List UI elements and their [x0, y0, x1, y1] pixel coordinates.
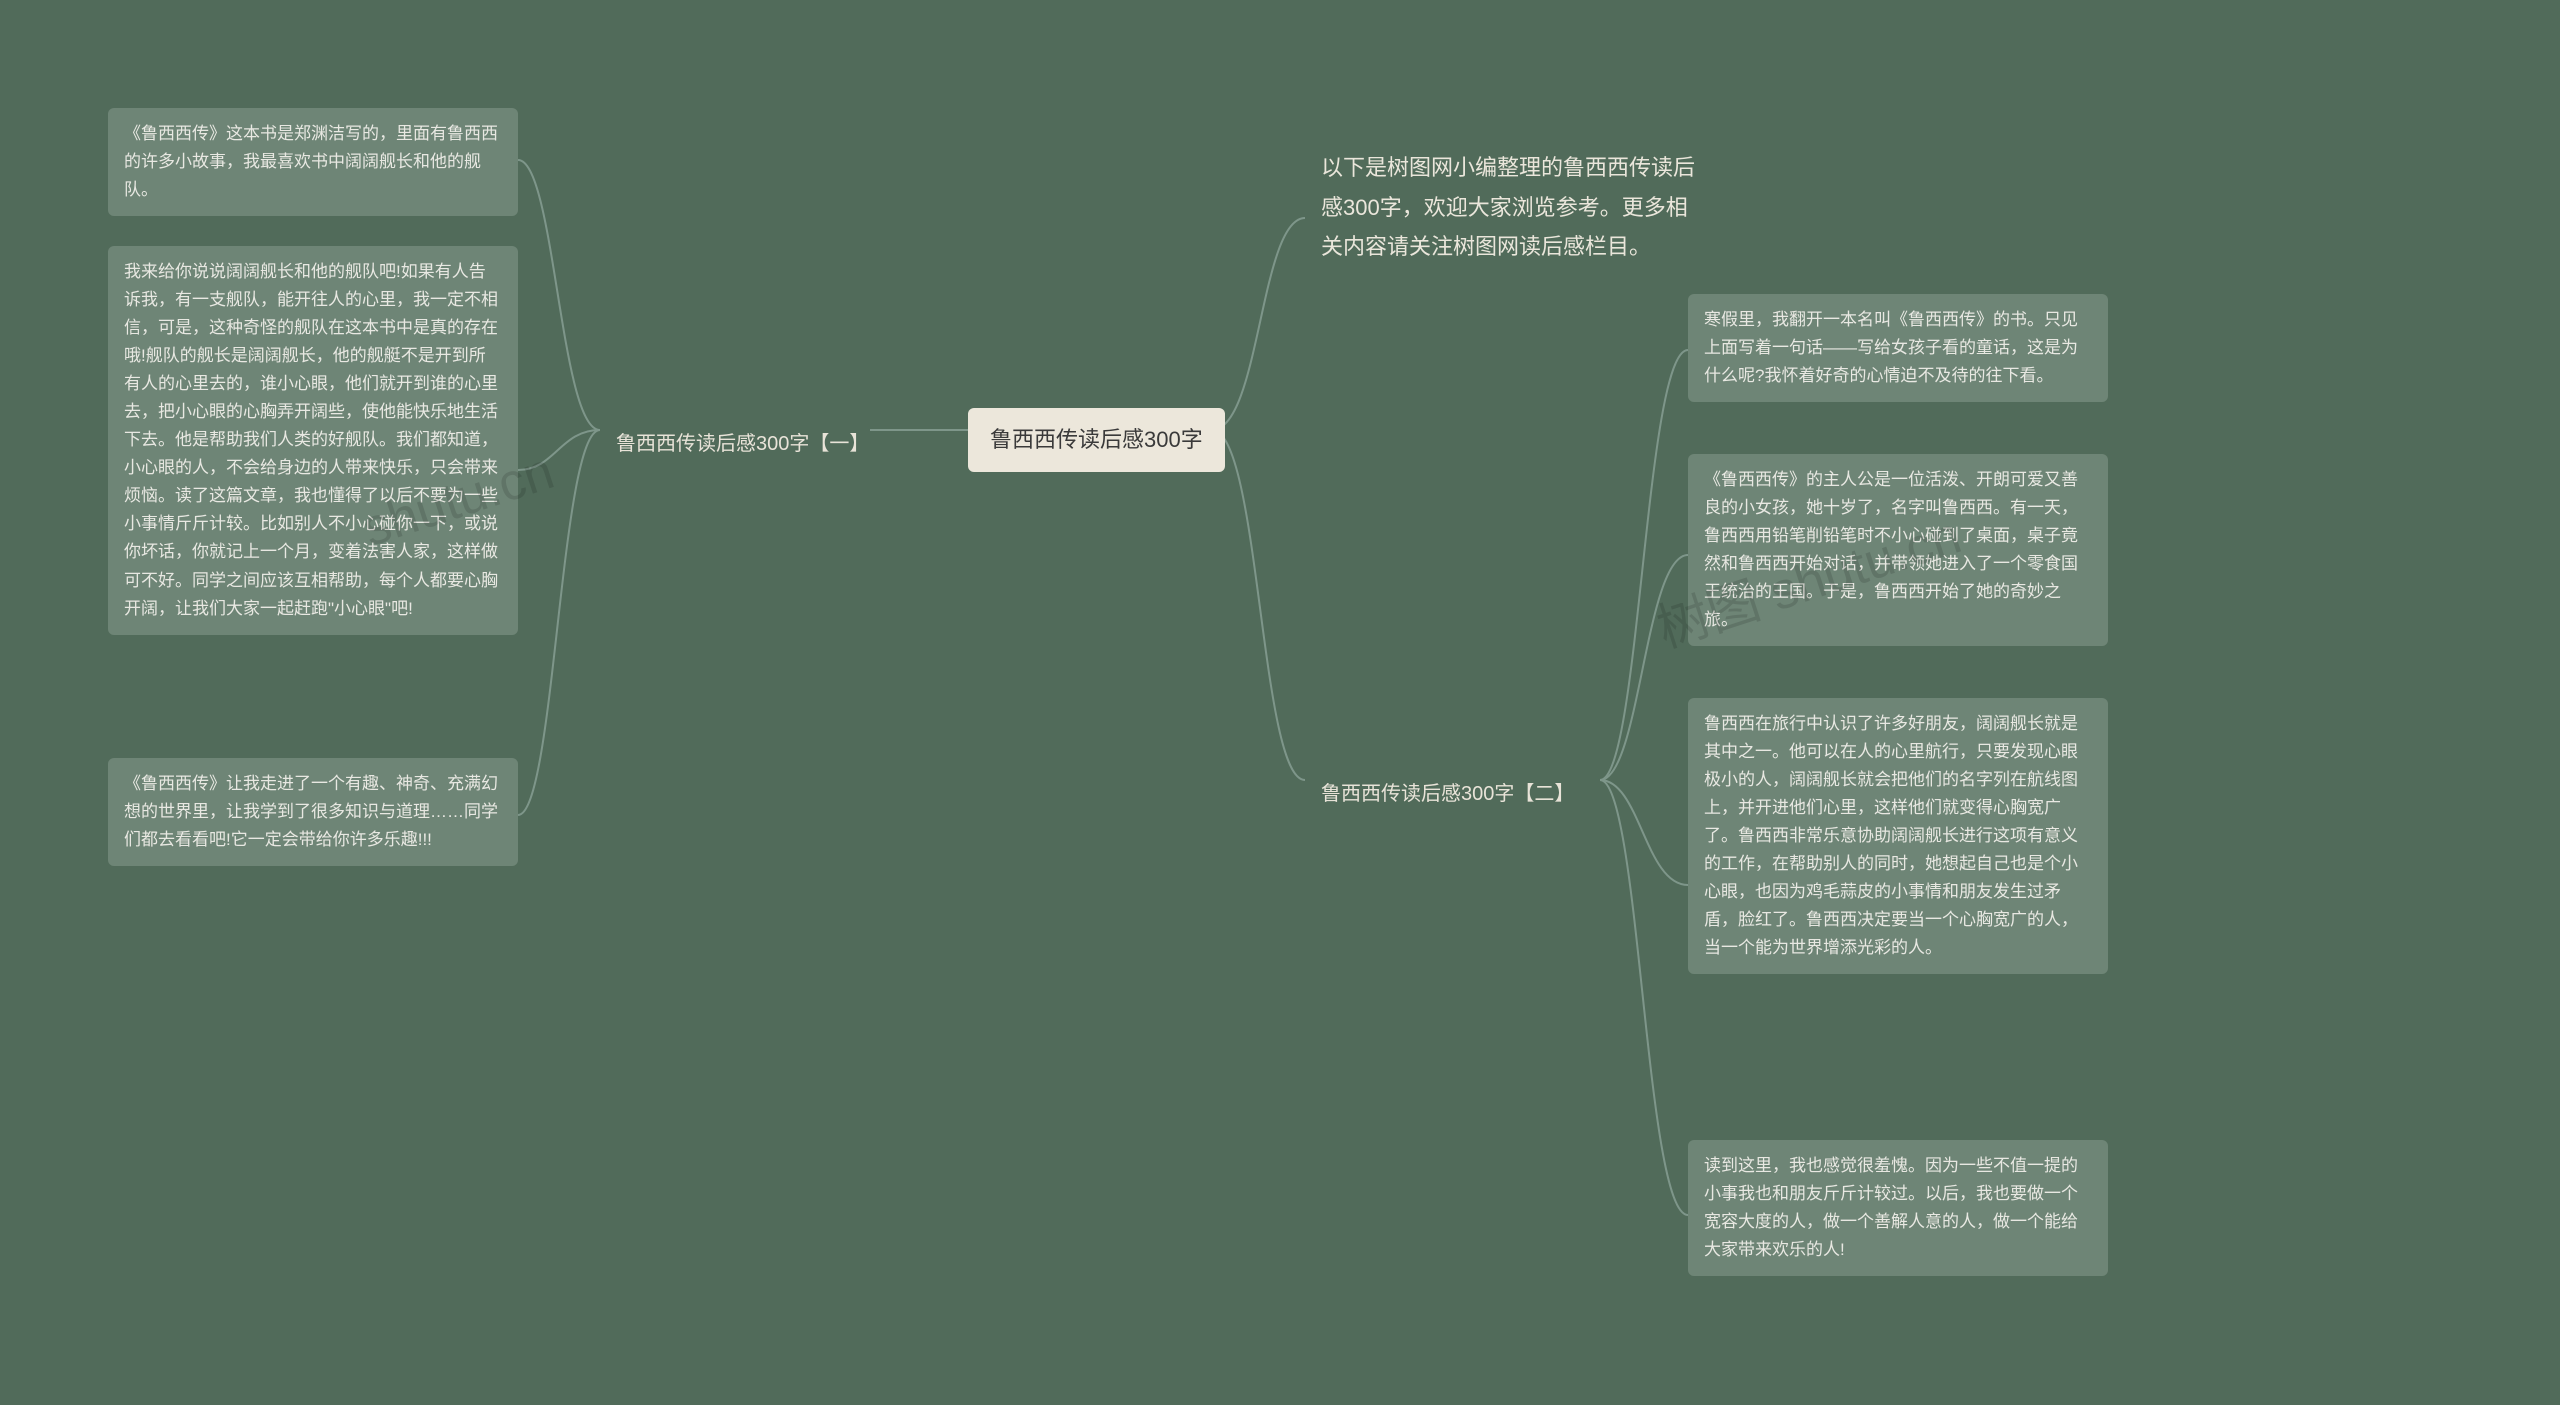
left-leaf-2-text: 我来给你说说阔阔舰长和他的舰队吧!如果有人告诉我，有一支舰队，能开往人的心里，我…	[124, 262, 498, 618]
right-branch-label: 鲁西西传读后感300字【二】	[1321, 783, 1574, 805]
right-leaf-2-text: 《鲁西西传》的主人公是一位活泼、开朗可爱又善良的小女孩，她十岁了，名字叫鲁西西。…	[1704, 470, 2078, 629]
intro-node[interactable]: 以下是树图网小编整理的鲁西西传读后感300字，欢迎大家浏览参考。更多相关内容请关…	[1305, 136, 1725, 279]
left-leaf-1-text: 《鲁西西传》这本书是郑渊洁写的，里面有鲁西西的许多小故事，我最喜欢书中阔阔舰长和…	[124, 124, 498, 199]
right-branch[interactable]: 鲁西西传读后感300字【二】	[1305, 766, 1590, 823]
intro-text: 以下是树图网小编整理的鲁西西传读后感300字，欢迎大家浏览参考。更多相关内容请关…	[1321, 155, 1695, 259]
left-branch[interactable]: 鲁西西传读后感300字【一】	[600, 416, 885, 473]
right-leaf-1-text: 寒假里，我翻开一本名叫《鲁西西传》的书。只见上面写着一句话——写给女孩子看的童话…	[1704, 310, 2078, 385]
right-leaf-4[interactable]: 读到这里，我也感觉很羞愧。因为一些不值一提的小事我也和朋友斤斤计较过。以后，我也…	[1688, 1140, 2108, 1276]
right-leaf-2[interactable]: 《鲁西西传》的主人公是一位活泼、开朗可爱又善良的小女孩，她十岁了，名字叫鲁西西。…	[1688, 454, 2108, 646]
left-leaf-1[interactable]: 《鲁西西传》这本书是郑渊洁写的，里面有鲁西西的许多小故事，我最喜欢书中阔阔舰长和…	[108, 108, 518, 216]
root-label: 鲁西西传读后感300字	[990, 427, 1203, 452]
left-branch-label: 鲁西西传读后感300字【一】	[616, 433, 869, 455]
root-node[interactable]: 鲁西西传读后感300字	[968, 408, 1225, 472]
right-leaf-3[interactable]: 鲁西西在旅行中认识了许多好朋友，阔阔舰长就是其中之一。他可以在人的心里航行，只要…	[1688, 698, 2108, 974]
right-leaf-3-text: 鲁西西在旅行中认识了许多好朋友，阔阔舰长就是其中之一。他可以在人的心里航行，只要…	[1704, 714, 2078, 957]
right-leaf-1[interactable]: 寒假里，我翻开一本名叫《鲁西西传》的书。只见上面写着一句话——写给女孩子看的童话…	[1688, 294, 2108, 402]
left-leaf-3[interactable]: 《鲁西西传》让我走进了一个有趣、神奇、充满幻想的世界里，让我学到了很多知识与道理…	[108, 758, 518, 866]
right-leaf-4-text: 读到这里，我也感觉很羞愧。因为一些不值一提的小事我也和朋友斤斤计较过。以后，我也…	[1704, 1156, 2078, 1259]
left-leaf-2[interactable]: 我来给你说说阔阔舰长和他的舰队吧!如果有人告诉我，有一支舰队，能开往人的心里，我…	[108, 246, 518, 635]
left-leaf-3-text: 《鲁西西传》让我走进了一个有趣、神奇、充满幻想的世界里，让我学到了很多知识与道理…	[124, 774, 498, 849]
